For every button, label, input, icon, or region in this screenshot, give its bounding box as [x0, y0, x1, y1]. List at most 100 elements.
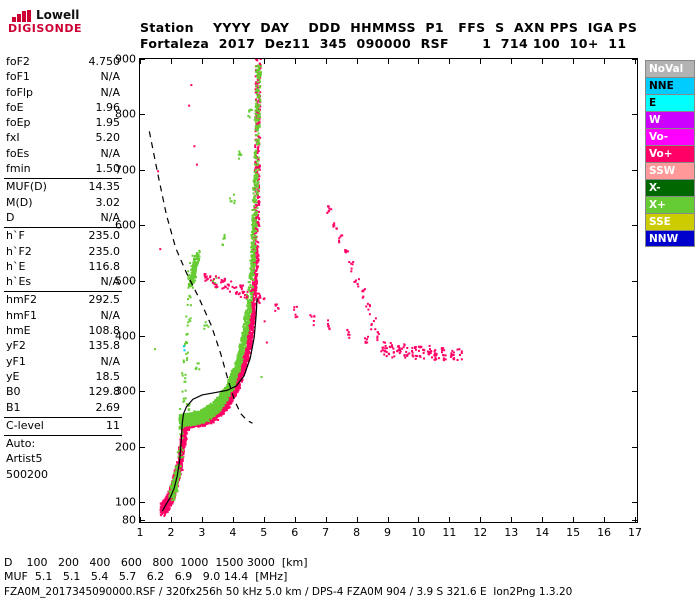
param-key: hmE — [6, 324, 31, 338]
x-tickmark — [140, 517, 141, 522]
table-row: foE 1.96 — [4, 101, 122, 116]
x-tickmark — [635, 517, 636, 522]
table-row: 500200 — [4, 468, 122, 483]
x-tickmark — [511, 517, 513, 522]
table-row: B0 129.8 — [4, 385, 122, 400]
footer-metadata: FZA0M_2017345090000.RSF / 320fx256h 50 k… — [4, 586, 573, 598]
x-tickmark — [418, 59, 420, 64]
x-tickmark — [140, 59, 141, 64]
legend-item-nne[interactable]: NNE — [645, 77, 695, 94]
x-tick-label: 8 — [353, 526, 361, 539]
x-tickmark — [263, 517, 265, 522]
table-row: foEp 1.95 — [4, 116, 122, 131]
polarization-legend: NoVal NNE E W Vo- Vo+ SSW X- X+ SSE NNW — [645, 60, 695, 247]
param-value: N/A — [100, 275, 120, 289]
x-tickmark — [480, 517, 482, 522]
y-tickmark — [140, 446, 145, 448]
x-tick-label: 5 — [260, 526, 268, 539]
x-tickmark — [170, 517, 172, 522]
y-tickmark — [632, 59, 637, 60]
table-row: B1 2.69 — [4, 401, 122, 416]
x-tick-label: 15 — [566, 526, 581, 539]
table-row: MUF(D) 14.35 — [4, 180, 122, 195]
table-row: hmF1 N/A — [4, 309, 122, 324]
param-key: foEp — [6, 116, 31, 130]
param-value: N/A — [100, 210, 120, 224]
param-value: N/A — [100, 308, 120, 322]
param-key: B0 — [6, 385, 21, 399]
y-tick-label: 300 — [115, 384, 136, 398]
table-row: M(D) 3.02 — [4, 196, 122, 211]
logo-product: DIGISONDE — [8, 22, 82, 35]
x-tickmark — [201, 59, 203, 64]
param-key: foE — [6, 100, 24, 114]
legend-item-w[interactable]: W — [645, 111, 695, 128]
logo-brand: Lowell — [36, 8, 80, 22]
x-tick-label: 10 — [411, 526, 426, 539]
table-row: h`F2 235.0 — [4, 245, 122, 260]
param-key: foF1 — [6, 70, 30, 84]
y-tickmark — [632, 280, 637, 282]
y-tickmark — [632, 520, 637, 521]
legend-item-noval[interactable]: NoVal — [645, 60, 695, 77]
table-row: hmE 108.8 — [4, 324, 122, 339]
param-key: Auto: — [6, 437, 36, 451]
scale-line-muf: MUF 5.1 5.1 5.4 5.7 6.2 6.9 9.0 14.4 [MH… — [4, 570, 288, 583]
param-key: fmin — [6, 162, 31, 176]
table-row: foF2 4.750 — [4, 55, 122, 70]
legend-item-vo-[interactable]: Vo- — [645, 128, 695, 145]
legend-item-x-[interactable]: X- — [645, 179, 695, 196]
param-value: 2.69 — [95, 400, 121, 414]
y-tick-label: 900 — [115, 52, 136, 66]
legend-item-nnw[interactable]: NNW — [645, 230, 695, 247]
x-tickmark — [387, 517, 389, 522]
param-value: 11 — [106, 418, 120, 432]
x-tick-label: 7 — [322, 526, 330, 539]
legend-item-sse[interactable]: SSE — [645, 213, 695, 230]
y-tickmark — [140, 59, 145, 60]
x-tick-label: 14 — [535, 526, 550, 539]
dashed-model-curve — [148, 131, 253, 424]
y-tickmark — [140, 280, 145, 282]
table-row: foFlp N/A — [4, 86, 122, 101]
legend-item-x-[interactable]: X+ — [645, 196, 695, 213]
y-tickmark — [140, 225, 145, 227]
legend-item-ssw[interactable]: SSW — [645, 162, 695, 179]
param-value: 18.5 — [95, 369, 121, 383]
x-tick-label: 3 — [198, 526, 206, 539]
legend-item-e[interactable]: E — [645, 94, 695, 111]
x-tickmark — [449, 59, 451, 64]
x-tick-label: 16 — [597, 526, 612, 539]
legend-item-vo-[interactable]: Vo+ — [645, 145, 695, 162]
param-key: yF2 — [6, 339, 26, 353]
y-tickmark — [632, 446, 637, 448]
param-key: M(D) — [6, 195, 33, 209]
divider — [4, 227, 122, 229]
logo: Lowell DIGISONDE — [6, 8, 116, 38]
x-tick-label: 12 — [473, 526, 488, 539]
param-key: foFlp — [6, 85, 33, 99]
x-tick-label: 2 — [167, 526, 175, 539]
x-tickmark — [573, 517, 575, 522]
logo-bars-icon — [12, 10, 32, 22]
solid-profile-curve — [161, 298, 258, 512]
param-group-confidence: C-level 11 — [4, 419, 122, 434]
param-group-virtual-heights: h`F 235.0 h`F2 235.0 h`E 116.8 h`Es N/A — [4, 229, 122, 290]
x-tickmark — [294, 517, 296, 522]
y-tickmark — [140, 502, 145, 503]
table-row: h`E 116.8 — [4, 260, 122, 275]
y-tick-label: 700 — [115, 163, 136, 177]
y-tick-label: 500 — [115, 274, 136, 287]
param-value: N/A — [100, 70, 120, 84]
x-tickmark — [511, 59, 513, 64]
param-group-auto: Auto: Artist5 500200 — [4, 437, 122, 483]
x-tickmark — [542, 517, 544, 522]
x-tickmark — [201, 517, 203, 522]
x-tickmark — [604, 517, 606, 522]
table-row: foEs N/A — [4, 147, 122, 162]
param-value: N/A — [100, 146, 120, 160]
ionogram-plot[interactable]: 80 100 200 300 400 500 600 700 800 900 1 2 3 4 5 6 7 8 9 10… — [115, 53, 642, 540]
param-value: 5.20 — [95, 131, 121, 145]
x-tickmark — [356, 517, 358, 522]
table-row: h`F 235.0 — [4, 229, 122, 244]
